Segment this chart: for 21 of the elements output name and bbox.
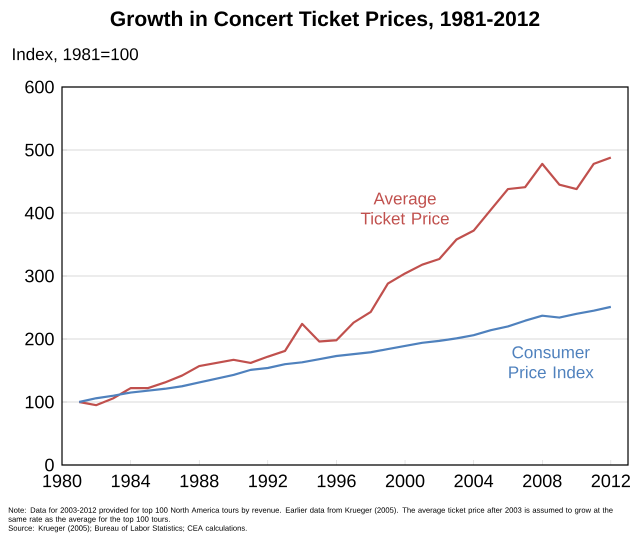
y-tick-label: 500 xyxy=(25,144,54,156)
chart-title: Growth in Concert Ticket Prices, 1981-2012 xyxy=(110,10,540,30)
x-tick-label: 1992 xyxy=(249,474,287,488)
y-tick-label: 300 xyxy=(25,270,54,282)
x-tick-label: 1984 xyxy=(112,474,150,488)
x-tick-label: 1988 xyxy=(180,474,218,488)
y-tick-label: 400 xyxy=(24,206,54,220)
x-tick-label: 1996 xyxy=(318,474,356,488)
y-tick-label: 600 xyxy=(25,80,54,94)
series-label: Consumer Price Index xyxy=(509,346,594,378)
x-tick-label: 2012 xyxy=(592,474,630,488)
series-label: Average Ticket Price xyxy=(360,192,449,225)
y-tick-label: 200 xyxy=(25,332,54,346)
x-tick-label: 2008 xyxy=(523,474,562,488)
y-tick-label: 0 xyxy=(45,458,54,472)
x-tick-label: 2004 xyxy=(454,474,494,488)
x-tick-label: 1980 xyxy=(43,474,82,488)
line-series xyxy=(78,156,612,406)
x-tick-label: 2000 xyxy=(386,474,424,488)
y-tick-label: 100 xyxy=(26,396,54,408)
y-axis-title: Index, 1981=100 xyxy=(13,48,138,62)
